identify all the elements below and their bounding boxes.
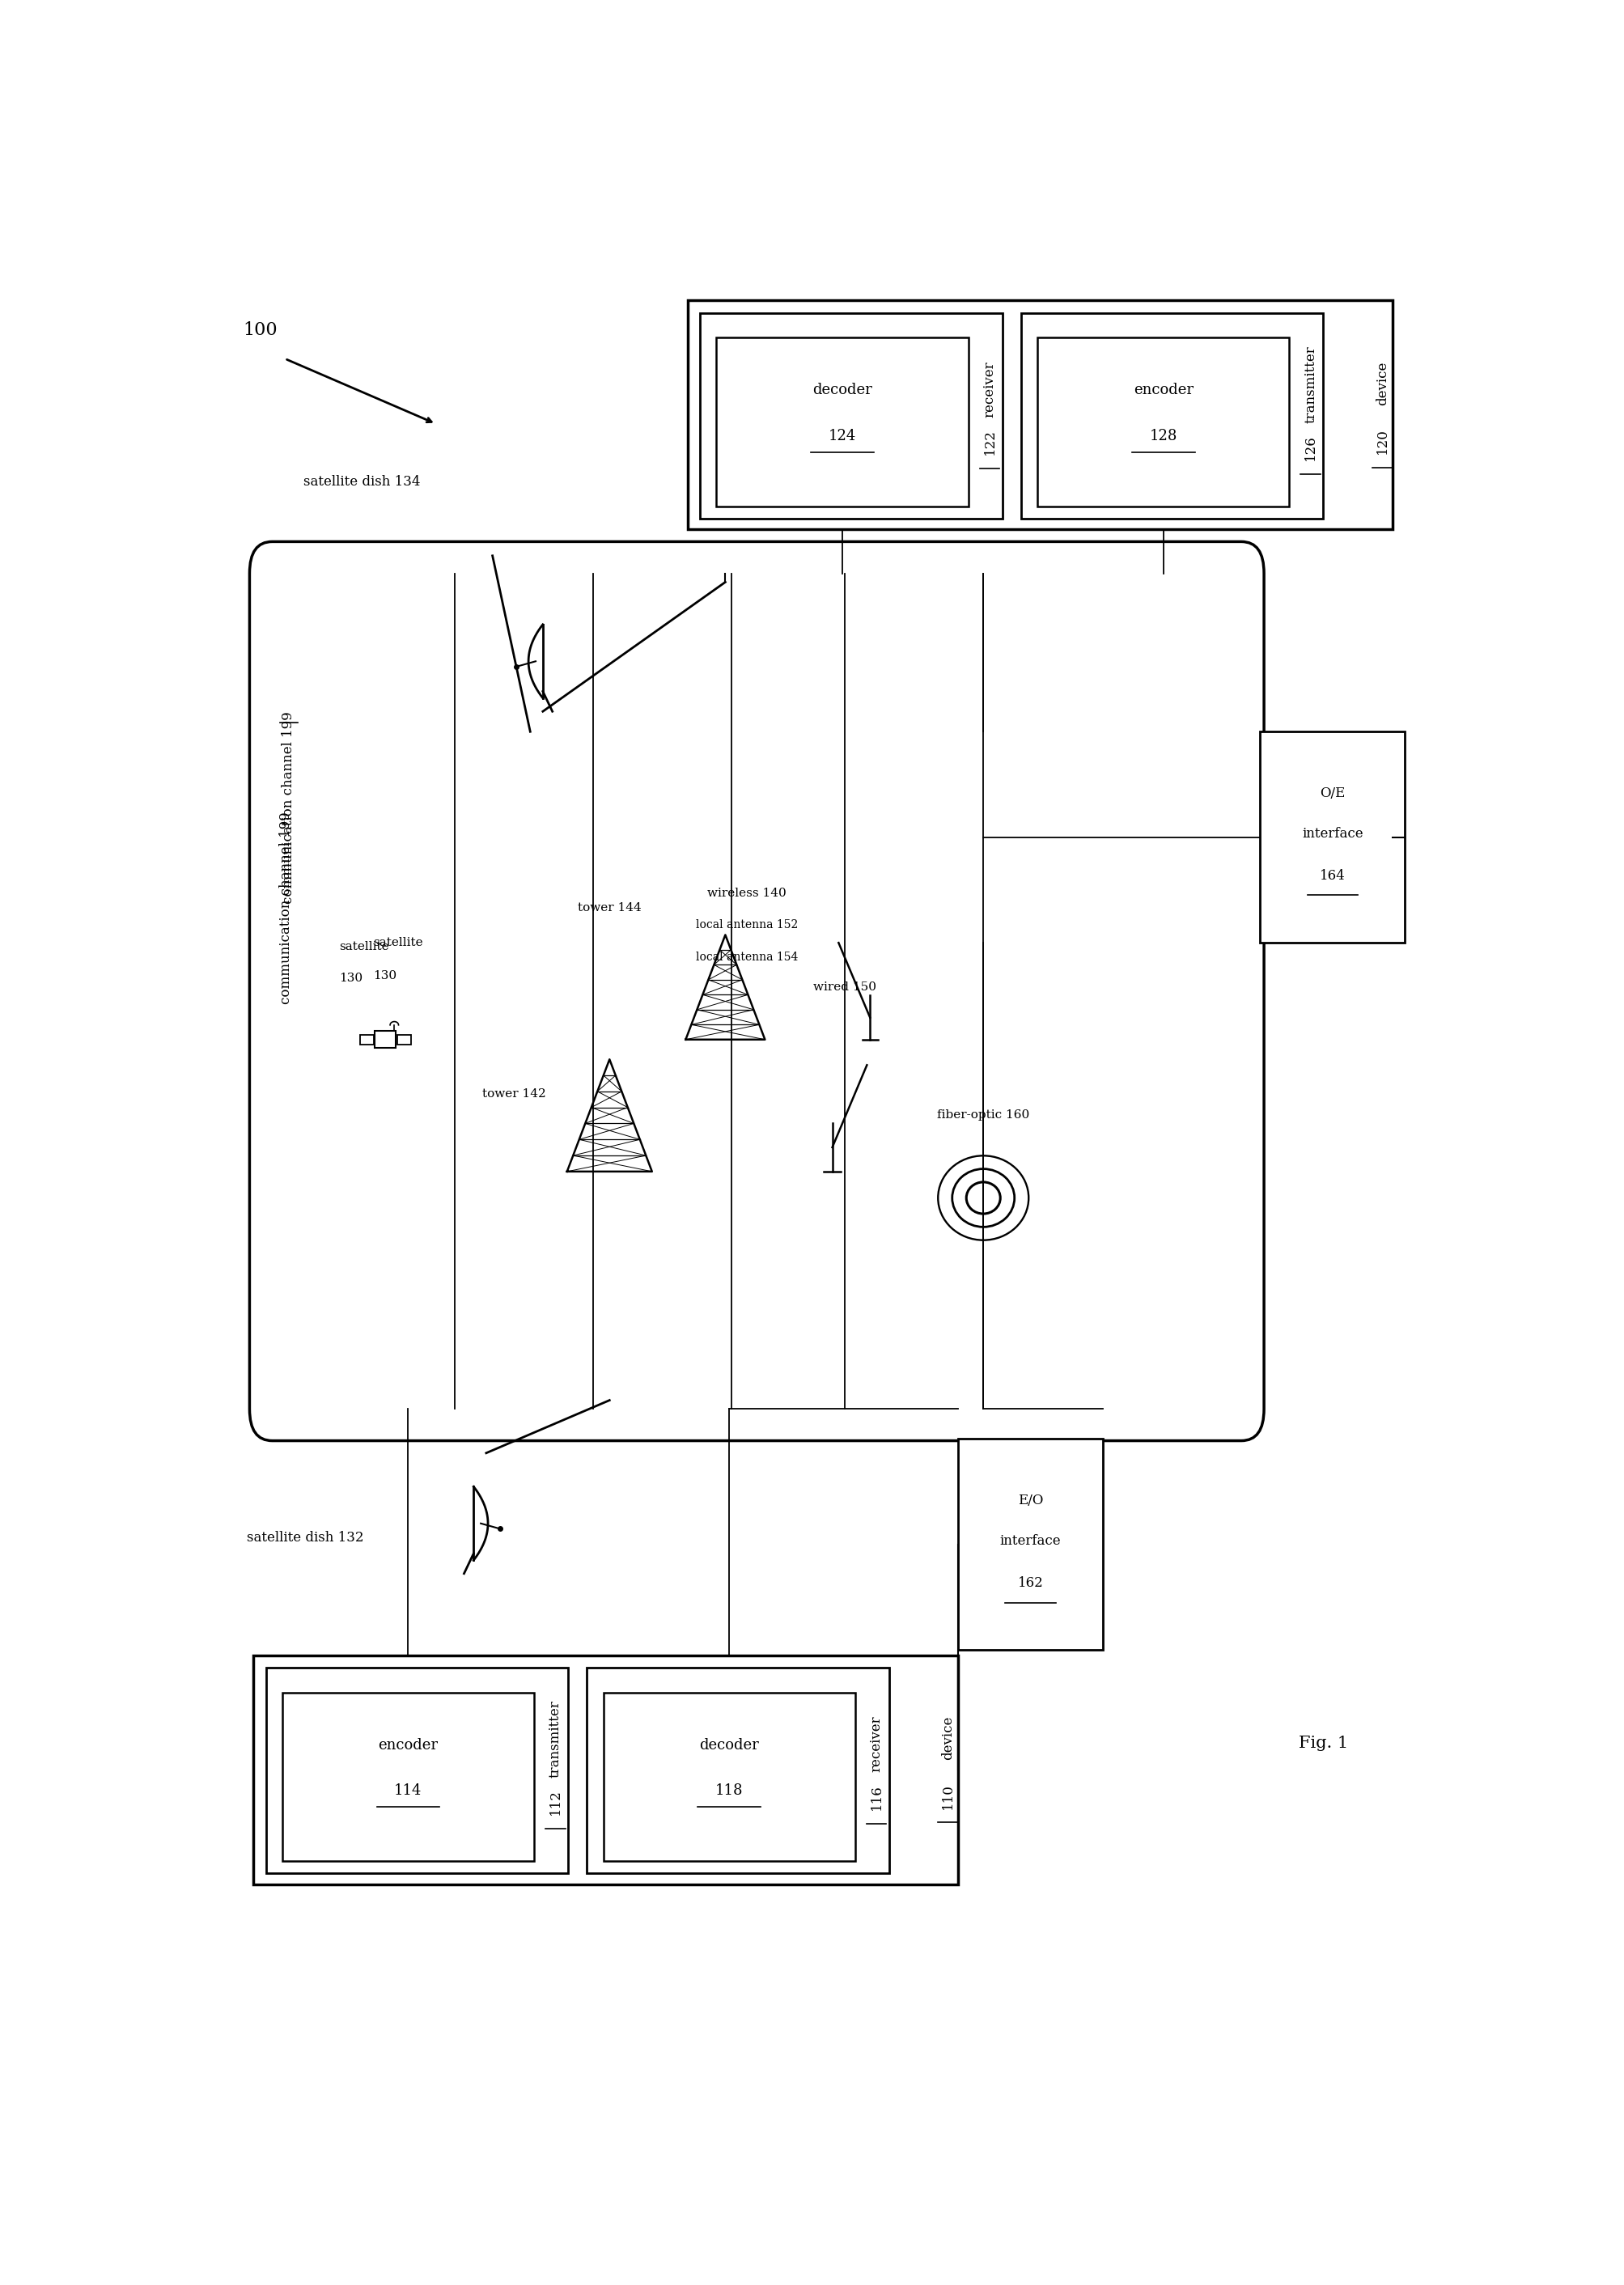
FancyBboxPatch shape bbox=[375, 1031, 396, 1049]
Text: 120: 120 bbox=[1376, 430, 1389, 455]
FancyBboxPatch shape bbox=[361, 1035, 374, 1044]
Text: O/E: O/E bbox=[1320, 786, 1345, 800]
Text: transmitter: transmitter bbox=[549, 1700, 562, 1778]
Text: decoder: decoder bbox=[700, 1739, 758, 1753]
Text: local antenna 154: local antenna 154 bbox=[695, 951, 797, 962]
Text: device: device bbox=[1376, 361, 1389, 404]
Text: communication channel 199: communication channel 199 bbox=[281, 711, 296, 903]
Text: 130: 130 bbox=[339, 973, 362, 983]
FancyBboxPatch shape bbox=[586, 1668, 888, 1874]
FancyBboxPatch shape bbox=[1021, 313, 1324, 519]
FancyBboxPatch shape bbox=[253, 1654, 958, 1885]
Text: communication channel 199: communication channel 199 bbox=[279, 811, 292, 1003]
Text: encoder: encoder bbox=[378, 1739, 438, 1753]
Text: wireless 140: wireless 140 bbox=[706, 889, 786, 900]
Text: receiver: receiver bbox=[983, 361, 997, 418]
FancyBboxPatch shape bbox=[603, 1693, 854, 1862]
Text: satellite dish 132: satellite dish 132 bbox=[247, 1531, 364, 1545]
FancyBboxPatch shape bbox=[716, 338, 968, 507]
FancyBboxPatch shape bbox=[1038, 338, 1289, 507]
Text: 122: 122 bbox=[983, 430, 997, 455]
FancyBboxPatch shape bbox=[250, 542, 1263, 1442]
FancyBboxPatch shape bbox=[958, 1440, 1103, 1650]
Text: satellite dish 134: satellite dish 134 bbox=[304, 475, 421, 489]
Text: local antenna 152: local antenna 152 bbox=[695, 919, 797, 930]
Text: device: device bbox=[942, 1716, 955, 1759]
FancyBboxPatch shape bbox=[1260, 731, 1405, 944]
Text: satellite: satellite bbox=[339, 941, 388, 953]
FancyBboxPatch shape bbox=[266, 1668, 568, 1874]
Text: 126: 126 bbox=[1304, 434, 1317, 459]
Text: tower 144: tower 144 bbox=[578, 903, 641, 914]
Text: encoder: encoder bbox=[1134, 384, 1194, 398]
Text: 114: 114 bbox=[395, 1785, 422, 1798]
Text: receiver: receiver bbox=[869, 1716, 883, 1773]
Text: 162: 162 bbox=[1018, 1577, 1043, 1590]
Text: 118: 118 bbox=[715, 1785, 744, 1798]
Text: Fig. 1: Fig. 1 bbox=[1298, 1737, 1348, 1750]
Text: satellite: satellite bbox=[374, 937, 422, 948]
Text: interface: interface bbox=[1302, 827, 1363, 841]
Text: 100: 100 bbox=[244, 322, 278, 340]
FancyBboxPatch shape bbox=[283, 1693, 534, 1862]
Text: 116: 116 bbox=[869, 1785, 883, 1810]
Text: transmitter: transmitter bbox=[1304, 345, 1317, 423]
FancyBboxPatch shape bbox=[700, 313, 1002, 519]
FancyBboxPatch shape bbox=[398, 1035, 411, 1044]
Text: wired 150: wired 150 bbox=[814, 980, 877, 992]
Text: 130: 130 bbox=[374, 971, 396, 983]
Text: 128: 128 bbox=[1150, 430, 1177, 443]
Text: 112: 112 bbox=[549, 1789, 562, 1814]
Text: decoder: decoder bbox=[812, 384, 872, 398]
Text: fiber-optic 160: fiber-optic 160 bbox=[937, 1111, 1030, 1122]
FancyBboxPatch shape bbox=[687, 302, 1392, 530]
Text: E/O: E/O bbox=[1018, 1494, 1043, 1508]
Text: 164: 164 bbox=[1320, 868, 1345, 882]
Text: tower 142: tower 142 bbox=[482, 1088, 546, 1099]
Text: 110: 110 bbox=[942, 1782, 955, 1810]
Text: 124: 124 bbox=[828, 430, 856, 443]
Text: interface: interface bbox=[1000, 1533, 1060, 1547]
